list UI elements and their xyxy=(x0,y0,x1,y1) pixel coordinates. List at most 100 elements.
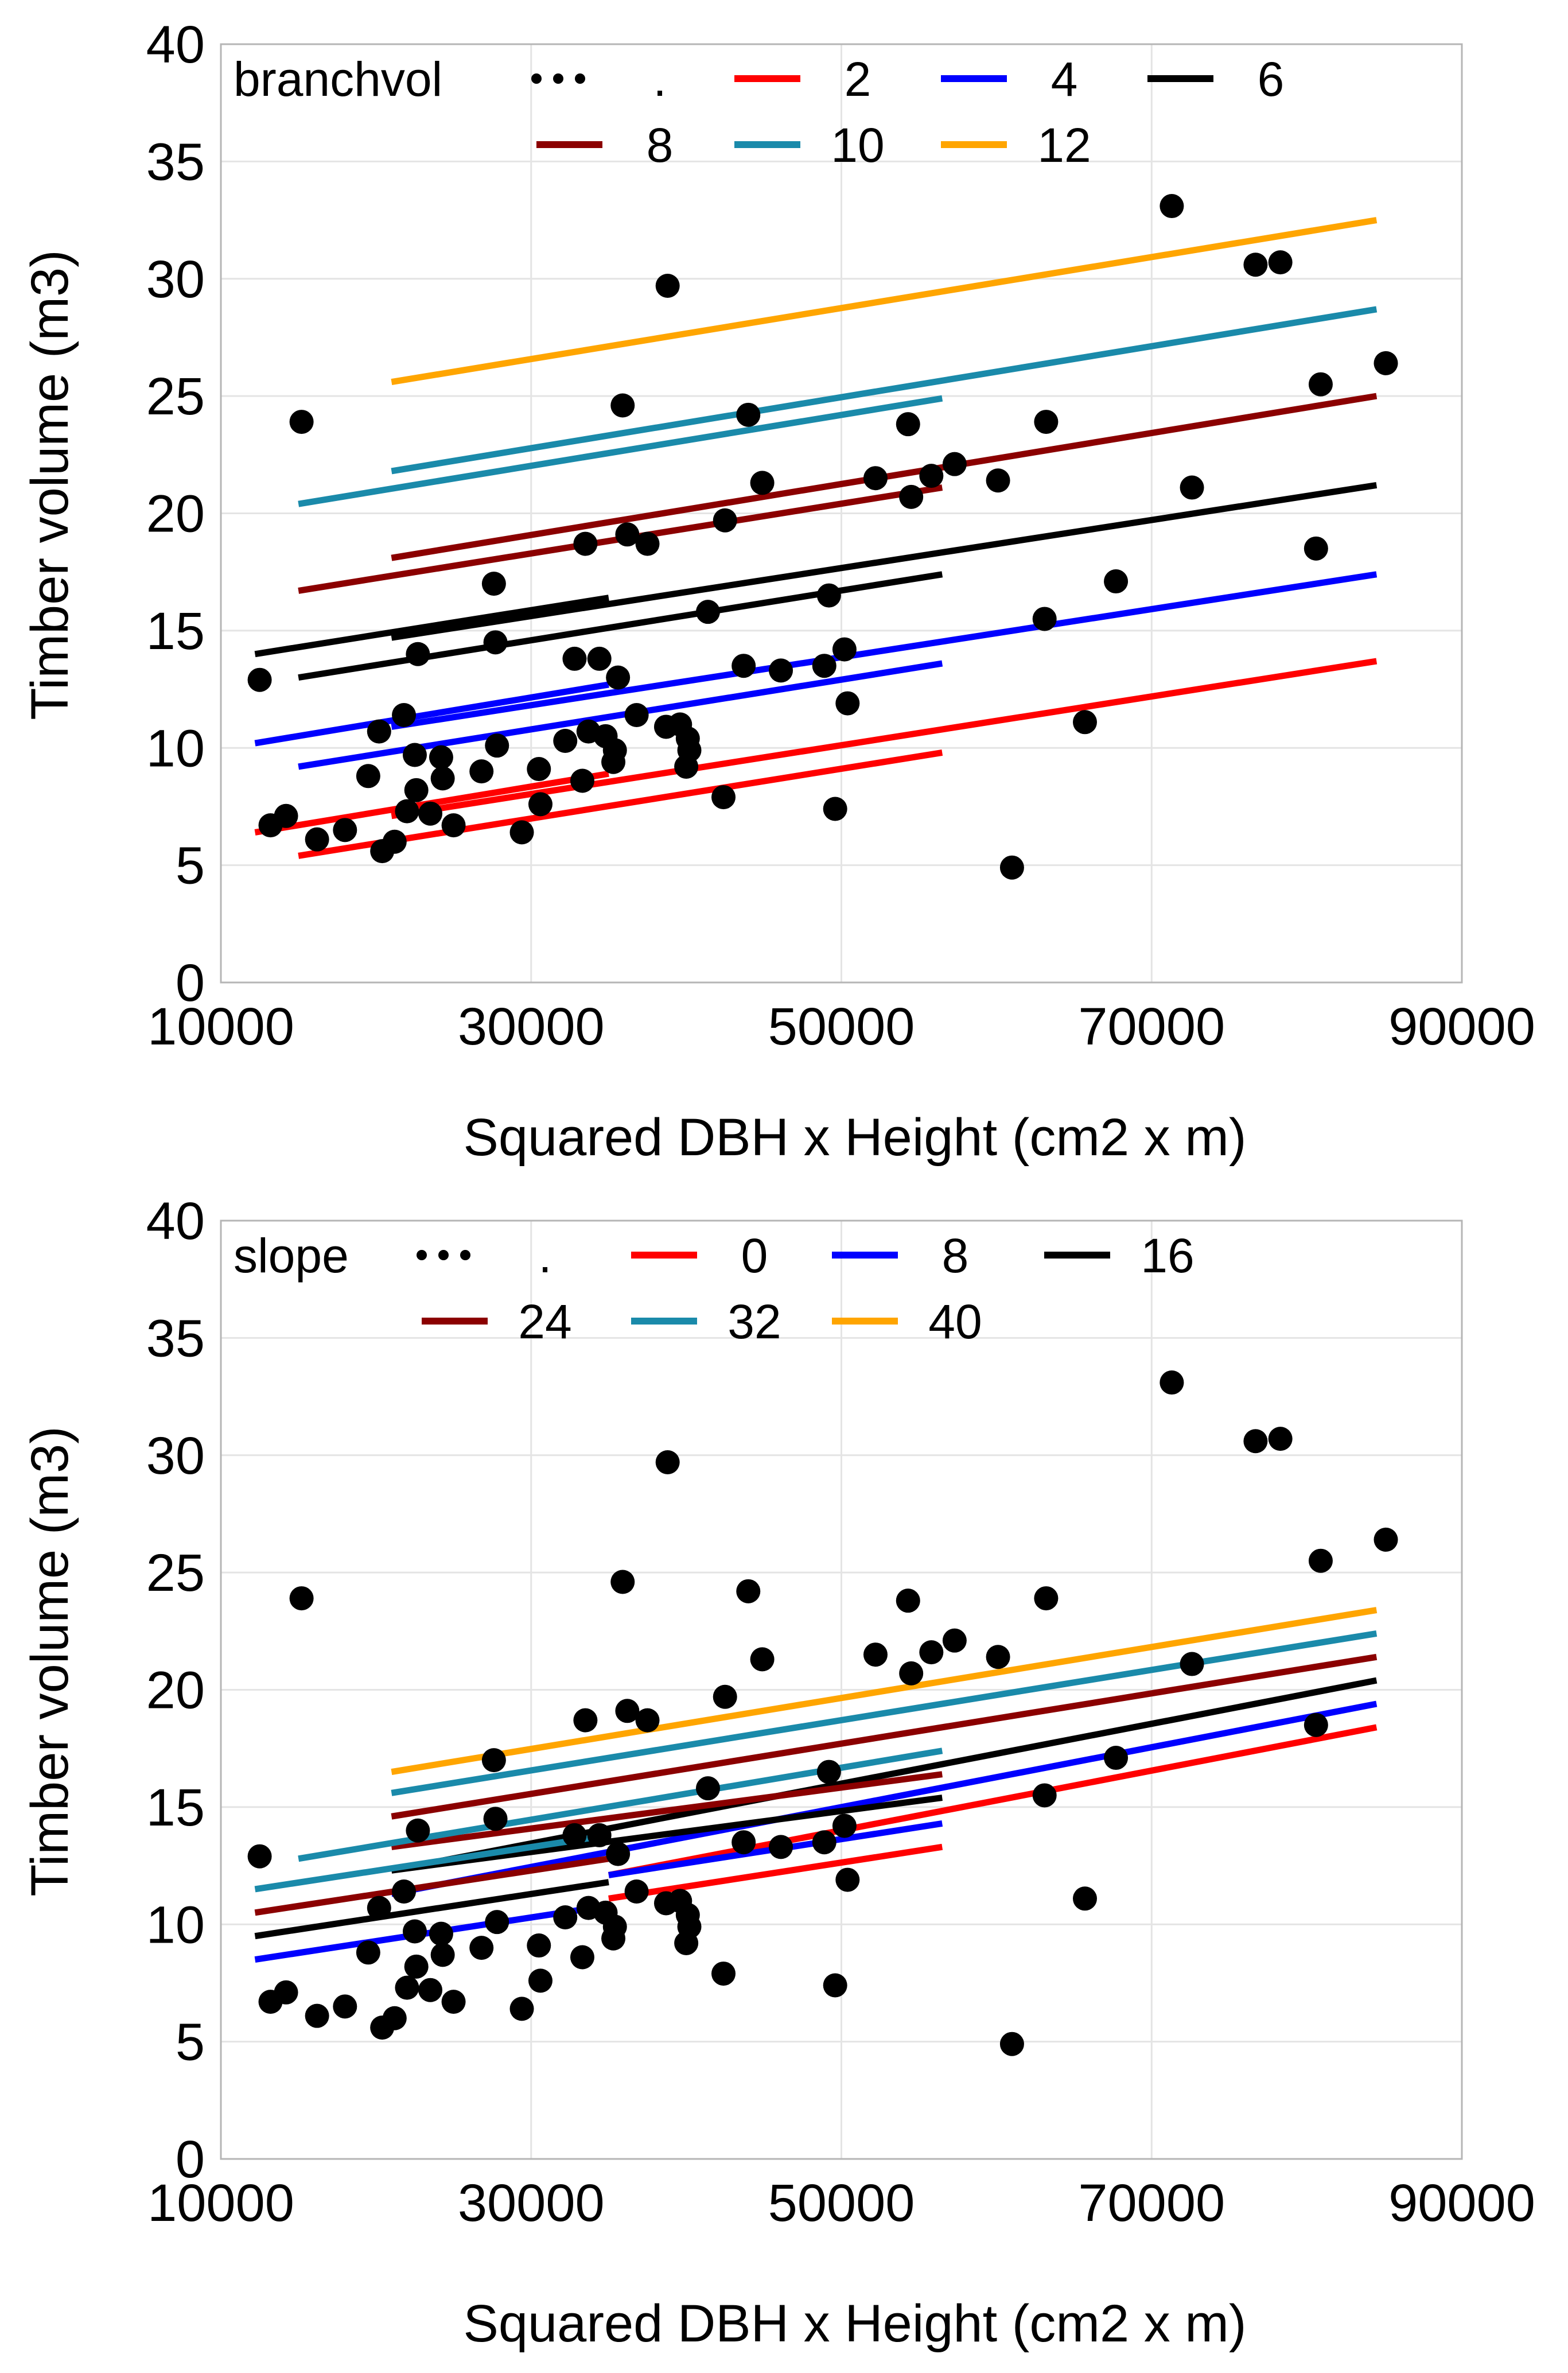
data-point xyxy=(469,1936,494,1960)
y-tick-label: 20 xyxy=(146,1661,205,1720)
data-point xyxy=(832,1813,857,1838)
data-point xyxy=(732,1830,756,1855)
data-point xyxy=(812,1830,836,1855)
data-point xyxy=(1032,607,1057,631)
data-point xyxy=(441,1990,466,2014)
data-point xyxy=(1180,1652,1204,1676)
legend-swatch-dots xyxy=(575,73,585,84)
data-point xyxy=(247,667,272,692)
legend-swatch-dots xyxy=(438,1250,449,1260)
data-point xyxy=(823,1973,847,1998)
panel-branchvol: 0 5 10 15 20 25 30 35 40 10000 30000 50000 70000 9000… xyxy=(21,15,1535,1167)
data-point xyxy=(247,1844,272,1869)
data-point xyxy=(562,646,587,671)
data-point xyxy=(570,1945,594,1970)
data-point xyxy=(289,1586,314,1611)
y-axis-title: Timber volume (m3) xyxy=(21,250,79,720)
data-point xyxy=(527,757,551,782)
data-point xyxy=(418,1978,443,2002)
data-point xyxy=(1072,710,1097,735)
data-point xyxy=(816,583,841,608)
data-point xyxy=(624,703,649,728)
data-point xyxy=(695,600,720,624)
data-point xyxy=(481,1748,506,1773)
legend-swatch-dots xyxy=(460,1250,470,1260)
data-point xyxy=(732,654,756,678)
series-line-32 xyxy=(391,1630,1378,1796)
x-tick-label: 90000 xyxy=(1388,2174,1535,2232)
data-point xyxy=(305,827,329,852)
data-point xyxy=(986,468,1010,493)
data-point xyxy=(562,1823,587,1847)
data-point xyxy=(677,1914,702,1939)
data-point xyxy=(896,412,920,437)
data-point xyxy=(1104,569,1129,594)
data-point xyxy=(919,1640,944,1665)
series-line-2 xyxy=(391,658,1378,820)
data-point xyxy=(528,1968,553,1993)
legend-label: 12 xyxy=(1037,118,1091,172)
data-point xyxy=(367,719,391,744)
data-point xyxy=(835,1867,860,1892)
data-point xyxy=(441,813,466,838)
data-point xyxy=(899,1661,924,1685)
y-tick-label: 25 xyxy=(146,1544,205,1602)
data-point xyxy=(406,1818,430,1843)
legend-label: 8 xyxy=(942,1229,969,1283)
data-point xyxy=(587,646,612,671)
data-point xyxy=(736,402,761,427)
y-tick-label: 10 xyxy=(146,1896,205,1954)
x-tick-label: 50000 xyxy=(768,2174,915,2232)
plot-border xyxy=(220,1219,1463,2160)
series-line-10 xyxy=(298,395,943,507)
legend-label: . xyxy=(538,1229,551,1283)
data-point xyxy=(587,1823,612,1847)
data-point xyxy=(750,471,775,495)
data-point xyxy=(655,1450,680,1475)
x-tick-label: 70000 xyxy=(1078,2174,1225,2232)
x-tick-label: 30000 xyxy=(458,997,605,1056)
data-point xyxy=(1072,1886,1097,1911)
y-tick-label: 5 xyxy=(176,2013,205,2072)
legend: branchvol. 2 4 6 8 10 12 xyxy=(234,52,1284,172)
y-tick-label: 40 xyxy=(146,15,205,74)
data-point xyxy=(615,522,640,547)
y-tick-label: 35 xyxy=(146,133,205,191)
x-tick-label: 30000 xyxy=(458,2174,605,2232)
series-line-12 xyxy=(391,217,1378,386)
data-point xyxy=(635,531,660,556)
legend-label: . xyxy=(653,52,666,106)
data-point xyxy=(610,393,635,418)
data-point xyxy=(418,801,443,826)
plot-frame xyxy=(220,43,1463,984)
data-point xyxy=(1308,1548,1333,1573)
data-point xyxy=(469,759,494,784)
data-point xyxy=(430,766,455,791)
y-tick-label: 35 xyxy=(146,1309,205,1368)
y-tick-label: 30 xyxy=(146,1427,205,1485)
data-point xyxy=(570,768,594,793)
data-point xyxy=(404,1954,429,1979)
data-point xyxy=(395,799,419,824)
y-tick-label: 40 xyxy=(146,1192,205,1250)
data-point xyxy=(1304,1712,1328,1737)
data-point xyxy=(1243,1429,1268,1454)
data-point xyxy=(404,778,429,802)
data-point xyxy=(711,1962,736,1986)
data-point xyxy=(333,818,357,842)
data-point xyxy=(602,1914,627,1939)
data-point xyxy=(816,1760,841,1784)
series-line-16 xyxy=(391,1795,943,1874)
data-point xyxy=(333,1994,357,2019)
data-point xyxy=(942,452,967,476)
data-point xyxy=(395,1975,419,2000)
data-point xyxy=(483,630,508,655)
plot-frame xyxy=(220,1219,1463,2160)
series-line-32 xyxy=(254,1832,609,1893)
legend-label: 2 xyxy=(845,52,871,106)
y-tick-label: 5 xyxy=(176,837,205,895)
x-axis-title: Squared DBH x Height (cm2 x m) xyxy=(463,2294,1246,2353)
data-point xyxy=(606,665,631,690)
data-point xyxy=(356,1940,380,1965)
